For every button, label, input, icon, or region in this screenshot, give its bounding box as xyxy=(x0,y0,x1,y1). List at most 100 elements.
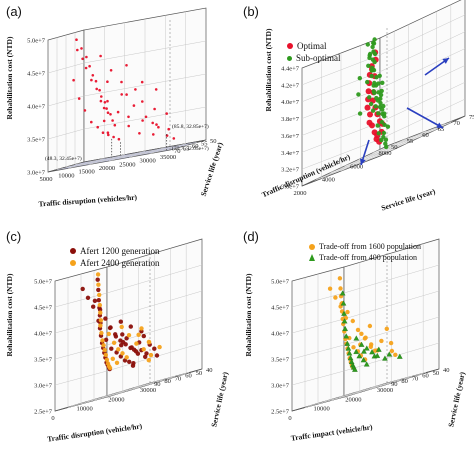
y-tick-label: 5.0e+7 xyxy=(34,279,53,286)
data-point xyxy=(356,353,363,359)
z-tick-label: 65 xyxy=(438,126,445,133)
legend-b-item-optimal: Optimal xyxy=(287,40,341,52)
data-point xyxy=(375,346,382,352)
data-point xyxy=(341,310,347,316)
grid-line xyxy=(317,375,414,405)
z-tick-label: 50 xyxy=(433,370,440,377)
legend-b-optimal-label: Optimal xyxy=(297,41,327,51)
data-point xyxy=(83,109,87,112)
data-point xyxy=(91,74,95,77)
data-point xyxy=(376,111,381,116)
data-point xyxy=(101,343,106,348)
data-point xyxy=(80,47,83,50)
data-point xyxy=(154,88,158,91)
data-point xyxy=(369,342,374,347)
data-point xyxy=(90,78,93,82)
data-point xyxy=(90,120,93,124)
data-point xyxy=(378,92,384,98)
data-point xyxy=(369,349,375,355)
data-point xyxy=(106,331,112,337)
data-point xyxy=(379,119,385,125)
data-point xyxy=(385,124,391,129)
data-point xyxy=(113,332,118,337)
data-point xyxy=(358,341,365,347)
data-point xyxy=(365,88,372,95)
z-tick-label: 70 xyxy=(453,120,460,127)
data-point xyxy=(172,137,176,140)
data-point xyxy=(372,59,377,65)
grid-line xyxy=(379,82,466,123)
chart-d-canvas: 2.5e+7 3.0e+7 3.5e+7 4.0e+7 4.5e+7 5.0e+7 3000… xyxy=(244,238,467,443)
legend-d-item-400: Trade-off from 400 population xyxy=(309,252,421,263)
data-point xyxy=(91,304,96,309)
grid-line xyxy=(83,73,207,97)
data-point xyxy=(379,138,384,143)
chart-c-canvas: 2.5e+7 3.0e+7 3.5e+7 4.0e+7 4.5e+7 5.0e+7 3000… xyxy=(5,238,230,444)
data-point xyxy=(111,119,114,122)
grid-line xyxy=(56,147,180,170)
grid-line xyxy=(343,290,440,320)
data-point xyxy=(119,324,124,330)
grid-line xyxy=(83,106,207,130)
z-tick-label: 70 xyxy=(174,148,181,155)
data-point xyxy=(106,111,110,114)
data-point xyxy=(396,353,403,359)
legend-b-item-suboptimal: Sub-optimal xyxy=(287,52,341,64)
legend-d-1600-label: Trade-off from 1600 population xyxy=(319,242,421,251)
data-point xyxy=(102,106,106,110)
data-point xyxy=(333,295,338,300)
legend-b-suboptimal-label: Sub-optimal xyxy=(296,53,341,63)
y-axis-label: Rehabilitation cost (NTD) xyxy=(5,36,14,119)
data-point xyxy=(99,99,103,103)
data-point xyxy=(109,69,113,72)
grid-line xyxy=(343,264,440,294)
series-1 xyxy=(95,272,162,371)
data-point xyxy=(367,323,373,329)
data-point xyxy=(98,318,104,323)
data-point xyxy=(346,350,353,356)
y-tick-label: 2.5e+7 xyxy=(34,409,53,416)
y-tick-label: 4.0e+7 xyxy=(271,331,290,338)
data-point xyxy=(148,352,154,358)
data-point xyxy=(76,48,79,52)
legend-b-optimal-marker xyxy=(287,43,293,49)
data-point xyxy=(128,345,133,351)
data-point xyxy=(138,132,141,135)
grid-line xyxy=(321,138,407,179)
legend-c-1200-marker xyxy=(70,248,76,254)
data-point xyxy=(103,316,108,321)
arrow-head xyxy=(436,122,443,128)
x-tick-label: 30000 xyxy=(140,387,156,394)
annotation-label: (70.7, 32.05e+7) xyxy=(172,145,209,152)
data-point xyxy=(120,332,125,337)
data-point xyxy=(381,130,387,136)
data-point xyxy=(343,333,350,339)
data-point xyxy=(382,114,387,119)
data-point xyxy=(353,348,360,354)
y-tick-label: 4.0e+7 xyxy=(34,331,53,338)
data-point xyxy=(140,80,144,84)
data-point xyxy=(103,101,107,104)
data-point xyxy=(109,113,112,116)
data-point xyxy=(152,346,157,351)
data-point xyxy=(141,333,146,339)
data-point xyxy=(103,352,109,358)
y-tick-label: 3.5e+7 xyxy=(27,137,46,144)
legend-b: Optimal Sub-optimal xyxy=(287,40,341,64)
data-point xyxy=(353,335,360,341)
legend-c-2400-marker xyxy=(70,260,76,266)
y-tick-label: 3.0e+7 xyxy=(27,170,46,177)
data-point xyxy=(125,93,128,96)
data-point xyxy=(134,341,139,346)
data-point xyxy=(109,346,114,351)
data-point xyxy=(380,107,385,112)
data-point xyxy=(351,345,356,350)
x-axis-label: Traffic disruption (vehicle/hr) xyxy=(47,421,144,443)
data-point xyxy=(371,83,376,88)
legend-d: Trade-off from 1600 population Trade-off… xyxy=(309,241,421,263)
x-tick-label: 5000 xyxy=(40,176,53,183)
data-point xyxy=(369,73,374,79)
data-point xyxy=(84,66,88,70)
z-axis-label: Service life (year) xyxy=(380,187,437,213)
y-tick-label: 2.5e+7 xyxy=(271,409,290,416)
